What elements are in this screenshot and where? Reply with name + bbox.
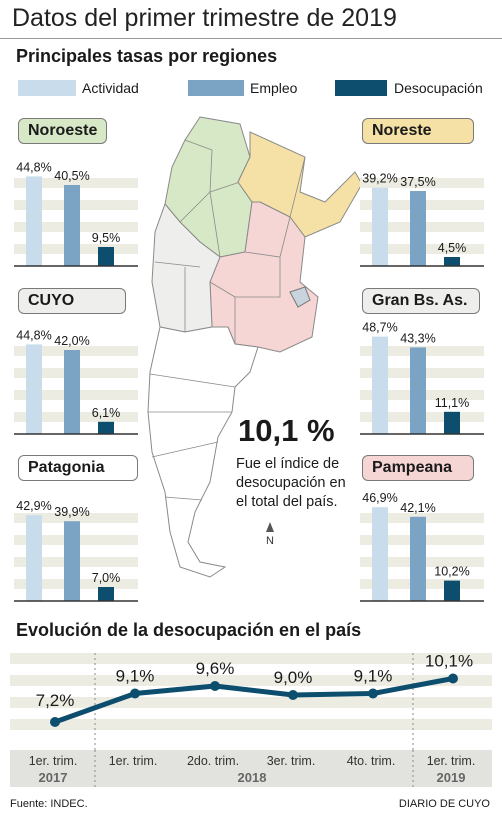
bar-chart-noreste: 39,2% 37,5% 4,5%: [360, 172, 484, 267]
point-value-label: 9,1%: [116, 667, 155, 686]
argentina-map: N: [147, 116, 363, 578]
bar-chart-noroeste: 44,8%40,5% 9,5%: [14, 160, 138, 267]
x-tick-label: 2do. trim.: [187, 754, 239, 768]
bar-actividad: [372, 507, 388, 601]
legend-swatch-empleo: [188, 80, 244, 96]
bar-value-label: 42,0%: [54, 334, 89, 348]
bar-value-label: 40,5%: [54, 169, 89, 183]
national-unemployment-value: 10,1 %: [238, 413, 335, 448]
bar-actividad: [26, 176, 42, 266]
legend-swatch-desocupacion: [335, 80, 387, 96]
point-value-label: 10,1%: [425, 652, 473, 671]
source-note: Fuente: INDEC.: [10, 798, 88, 810]
year-label: 2019: [437, 770, 466, 785]
legend-label-desocupacion: Desocupación: [394, 80, 483, 96]
bar-value-label: 7,0%: [92, 571, 121, 585]
section-title-evolution: Evolución de la desocupación en el país: [16, 620, 362, 640]
bar-value-label: 11,1%: [435, 396, 470, 410]
bar-empleo: [410, 516, 426, 601]
national-unemployment-note: Fue el índice de desocupación en el tota…: [236, 456, 346, 510]
region-badge-noreste: Noreste: [362, 118, 474, 144]
point-value-label: 9,0%: [274, 668, 313, 687]
year-label: 2018: [238, 770, 267, 785]
bar-value-label: 42,9%: [16, 499, 51, 513]
bar-actividad: [26, 515, 42, 601]
bar-empleo: [410, 191, 426, 266]
bar-desocupación: [98, 421, 114, 434]
bar-empleo: [64, 350, 80, 434]
bar-desocupación: [444, 411, 460, 434]
data-point: [130, 688, 140, 699]
svg-text:N: N: [266, 535, 274, 547]
region-badge-cuyo: CUYO: [18, 288, 126, 314]
bar-desocupación: [98, 587, 114, 601]
line-chart-unemployment: 7,2% 9,1% 9,6% 9,0% 9,1% 10,1% 1er. trim. 1er. …: [10, 652, 492, 787]
bar-desocupación: [444, 257, 460, 266]
section-title-regions: Principales tasas por regiones: [16, 46, 278, 66]
data-point: [50, 717, 60, 727]
bar-chart-gran-bs-as: 48,7%43,3% 11,1%: [360, 321, 484, 435]
bar-empleo: [64, 521, 80, 601]
bar-desocupación: [98, 247, 114, 266]
title-divider: [0, 38, 502, 39]
bar-desocupación: [444, 580, 460, 601]
bar-value-label: 46,9%: [362, 491, 397, 505]
x-tick-label: 1er. trim.: [29, 754, 78, 768]
region-badge-patagonia: Patagonia: [18, 455, 138, 481]
bar-value-label: 37,5%: [400, 175, 435, 189]
bar-value-label: 39,2%: [362, 172, 397, 186]
bar-chart-patagonia: 42,9% 39,9% 7,0%: [14, 499, 138, 602]
bar-chart-cuyo: 44,8% 42,0% 6,1%: [14, 328, 138, 435]
bar-value-label: 44,8%: [16, 328, 51, 342]
page-title: Datos del primer trimestre de 2019: [12, 4, 397, 32]
region-badge-noroeste: Noroeste: [18, 118, 108, 144]
bar-chart-pampeana: 46,9%42,1% 10,2%: [360, 491, 484, 602]
bar-value-label: 42,1%: [400, 501, 435, 515]
series-line: [54, 676, 454, 725]
year-label: 2017: [39, 770, 68, 785]
point-value-label: 7,2%: [36, 691, 75, 710]
bar-actividad: [372, 187, 388, 266]
x-tick-label: 3er. trim.: [267, 754, 316, 768]
point-value-label: 9,1%: [354, 667, 393, 686]
bar-value-label: 4,5%: [438, 241, 467, 255]
x-tick-label: 1er. trim.: [427, 754, 476, 768]
bar-value-label: 44,8%: [16, 160, 51, 174]
x-tick-label: 4to. trim.: [347, 754, 396, 768]
region-badge-gran-bs-as: Gran Bs. As.: [362, 288, 480, 314]
data-point: [368, 688, 378, 699]
bar-value-label: 39,9%: [54, 505, 89, 519]
legend-label-actividad: Actividad: [82, 80, 139, 96]
x-tick-label: 1er. trim.: [109, 754, 158, 768]
data-point: [288, 690, 298, 700]
bar-value-label: 43,3%: [400, 331, 435, 345]
data-point: [210, 681, 220, 691]
bar-value-label: 6,1%: [92, 406, 121, 420]
bar-empleo: [64, 185, 80, 266]
publisher-credit: DIARIO DE CUYO: [398, 798, 490, 810]
bar-actividad: [372, 336, 388, 434]
point-value-label: 9,6%: [196, 659, 235, 678]
bar-empleo: [410, 347, 426, 434]
region-badge-pampeana: Pampeana: [362, 455, 474, 481]
bar-actividad: [26, 344, 42, 434]
compass-icon: N: [266, 522, 274, 547]
bar-value-label: 48,7%: [362, 321, 397, 335]
bar-value-label: 10,2%: [434, 565, 469, 579]
legend-swatch-actividad: [18, 80, 76, 96]
data-point: [448, 673, 458, 684]
bar-value-label: 9,5%: [92, 231, 121, 245]
legend-label-empleo: Empleo: [250, 80, 298, 96]
